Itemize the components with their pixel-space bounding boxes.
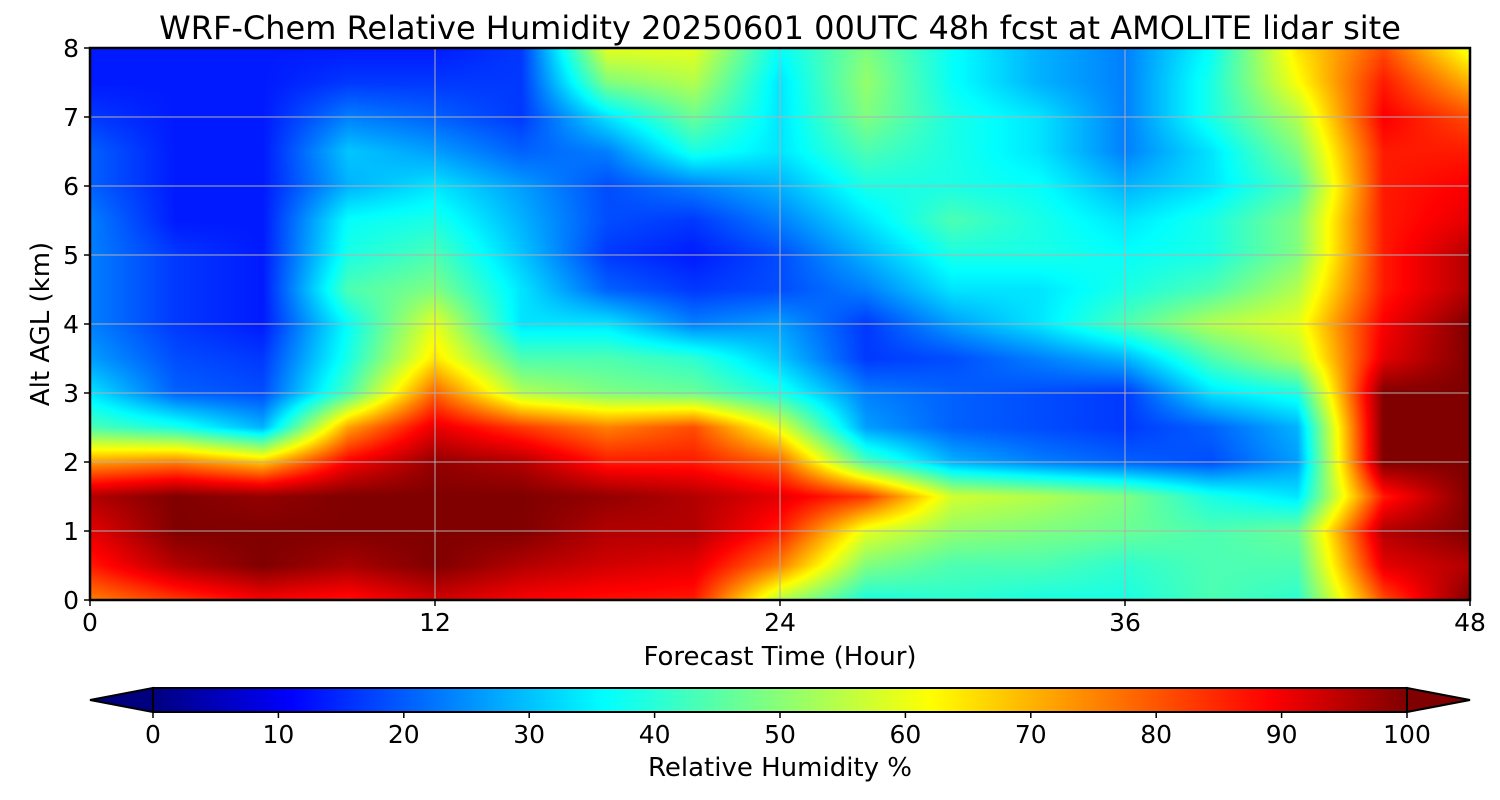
colorbar-tick-label: 90 [1266, 720, 1298, 749]
x-tick-label: 0 [82, 608, 98, 637]
colorbar-tick-label: 10 [262, 720, 294, 749]
y-tick-label: 4 [63, 310, 79, 339]
y-tick-label: 1 [63, 517, 79, 546]
x-axis-ticks: 0 12 24 36 48 [82, 600, 1486, 637]
colorbar-tick-label: 60 [889, 720, 921, 749]
y-tick-label: 7 [63, 103, 79, 132]
y-tick-label: 5 [63, 241, 79, 270]
colorbar-tick-label: 100 [1383, 720, 1431, 749]
x-axis-label: Forecast Time (Hour) [643, 642, 916, 672]
colorbar-tick-label: 0 [145, 720, 161, 749]
x-tick-label: 48 [1454, 608, 1486, 637]
colorbar-tick-label: 20 [388, 720, 420, 749]
colorbar-tick-label: 30 [513, 720, 545, 749]
colorbar-ticks: 0 10 20 30 40 50 60 70 80 90 100 [145, 712, 1431, 749]
colorbar-extend-low [89, 686, 154, 714]
colorbar-tick-label: 40 [639, 720, 671, 749]
y-axis-ticks: 0 1 2 3 4 5 6 7 8 [63, 34, 90, 615]
colorbar-label: Relative Humidity % [648, 753, 912, 783]
colorbar-tick-label: 50 [764, 720, 796, 749]
colorbar [152, 687, 1408, 713]
colorbar-tick-label: 80 [1140, 720, 1172, 749]
colorbar-extend-high [1406, 686, 1471, 714]
y-tick-label: 2 [63, 448, 79, 477]
x-tick-label: 36 [1109, 608, 1141, 637]
y-tick-label: 3 [63, 379, 79, 408]
y-tick-label: 0 [63, 586, 79, 615]
y-axis-label: Alt AGL (km) [26, 242, 56, 406]
y-tick-label: 6 [63, 172, 79, 201]
x-tick-label: 24 [764, 608, 796, 637]
chart-title: WRF-Chem Relative Humidity 20250601 00UT… [159, 9, 1401, 47]
x-tick-label: 12 [419, 608, 451, 637]
y-tick-label: 8 [63, 34, 79, 63]
colorbar-tick-label: 70 [1015, 720, 1047, 749]
